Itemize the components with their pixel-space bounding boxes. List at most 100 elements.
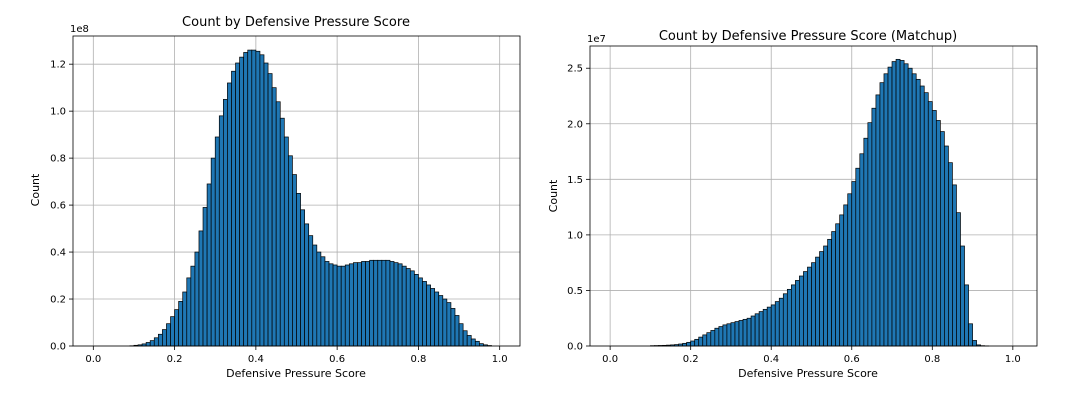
histogram-bar [876, 95, 880, 346]
x-tick-label: 0.2 [683, 354, 699, 365]
y-axis-label: Count [547, 179, 560, 212]
histogram-bar [703, 335, 707, 346]
histogram-bar [345, 265, 349, 346]
histogram-bar [171, 317, 175, 346]
histogram-bar [872, 108, 876, 346]
chart-title: Count by Defensive Pressure Score [182, 15, 410, 30]
histogram-bar [888, 67, 892, 346]
histogram-bar [252, 50, 256, 346]
histogram-bar [211, 158, 215, 346]
histogram-bar [840, 215, 844, 346]
histogram-bar [418, 278, 422, 346]
histogram-bar [329, 264, 333, 346]
histogram-bar [248, 50, 252, 346]
chart-right-svg: Count by Defensive Pressure Score (Match… [537, 0, 1074, 407]
histogram-bar [916, 79, 920, 346]
histogram-bar [386, 260, 390, 346]
y-tick-label: 1.5 [567, 175, 583, 186]
histogram-bar [475, 341, 479, 346]
bars [130, 50, 492, 346]
histogram-bar [973, 340, 977, 346]
histogram-bar [940, 132, 944, 346]
x-tick-label: 0.6 [329, 354, 345, 365]
histogram-bar [357, 263, 361, 346]
histogram-bar [820, 252, 824, 346]
histogram-bar [896, 59, 900, 346]
histogram-bar [183, 292, 187, 346]
histogram-bar [816, 257, 820, 346]
x-tick-label: 0.2 [167, 354, 183, 365]
histogram-bar [313, 245, 317, 346]
histogram-bar [280, 118, 284, 346]
y-tick-label: 1.0 [50, 107, 66, 118]
x-tick-label: 0.0 [602, 354, 618, 365]
histogram-bar [904, 64, 908, 346]
histogram-bar [292, 175, 296, 346]
histogram-bar [960, 246, 964, 346]
histogram-bar [463, 331, 467, 346]
x-tick-label: 0.8 [410, 354, 426, 365]
y-tick-label: 1.2 [50, 60, 66, 71]
x-tick-label: 0.4 [248, 354, 264, 365]
histogram-bar [723, 325, 727, 346]
x-axis-label: Defensive Pressure Score [226, 367, 366, 380]
histogram-bar [711, 330, 715, 346]
histogram-bar [199, 231, 203, 346]
histogram-bar [944, 146, 948, 346]
bars [650, 59, 988, 346]
histogram-bar [727, 324, 731, 346]
histogram-bar [260, 55, 264, 346]
histogram-bar [244, 52, 248, 346]
histogram-bar [341, 266, 345, 346]
histogram-bar [691, 341, 695, 346]
chart-left-svg: Count by Defensive Pressure Score 1e8 De… [0, 0, 537, 407]
histogram-bar [179, 301, 183, 346]
histogram-bar [892, 62, 896, 346]
histogram-bar [880, 83, 884, 346]
histogram-bar [844, 205, 848, 346]
histogram-bar [852, 182, 856, 346]
histogram-bar [256, 51, 260, 346]
histogram-bar [439, 296, 443, 346]
histogram-bar [719, 327, 723, 346]
histogram-bar [779, 298, 783, 346]
histogram-bar [264, 63, 268, 346]
x-tick-label: 1.0 [492, 354, 508, 365]
histogram-bar [747, 318, 751, 346]
histogram-bar [928, 102, 932, 346]
x-tick-label: 0.8 [924, 354, 940, 365]
histogram-bar [783, 294, 787, 346]
histogram-bar [325, 261, 329, 346]
histogram-bar [158, 334, 162, 346]
histogram-bar [900, 60, 904, 346]
histogram-bar [268, 74, 272, 346]
histogram-bar [215, 137, 219, 346]
histogram-bar [333, 265, 337, 346]
histogram-bar [731, 323, 735, 346]
histogram-bar [146, 342, 150, 346]
histogram-bar [868, 123, 872, 346]
histogram-bar [799, 276, 803, 346]
histogram-bar [406, 269, 410, 347]
histogram-bar [366, 261, 370, 346]
y-tick-label: 1.0 [567, 230, 583, 241]
histogram-bar [219, 116, 223, 346]
histogram-bar [223, 99, 227, 346]
histogram-bar [191, 266, 195, 346]
histogram-bar [410, 271, 414, 346]
histogram-bar [932, 110, 936, 346]
y-tick-label: 2.5 [567, 64, 583, 75]
histogram-bar [811, 263, 815, 346]
x-tick-label: 0.6 [844, 354, 860, 365]
histogram-bar [305, 224, 309, 346]
histogram-bar [948, 163, 952, 346]
histogram-bar [317, 252, 321, 346]
histogram-bar [467, 335, 471, 346]
histogram-bar [227, 83, 231, 346]
x-tick-label: 0.4 [763, 354, 779, 365]
chart-defensive-pressure: Count by Defensive Pressure Score 1e8 De… [0, 0, 537, 407]
histogram-bar [451, 308, 455, 346]
histogram-bar [455, 315, 459, 346]
y-tick-label: 2.0 [567, 119, 583, 130]
histogram-bar [775, 302, 779, 346]
